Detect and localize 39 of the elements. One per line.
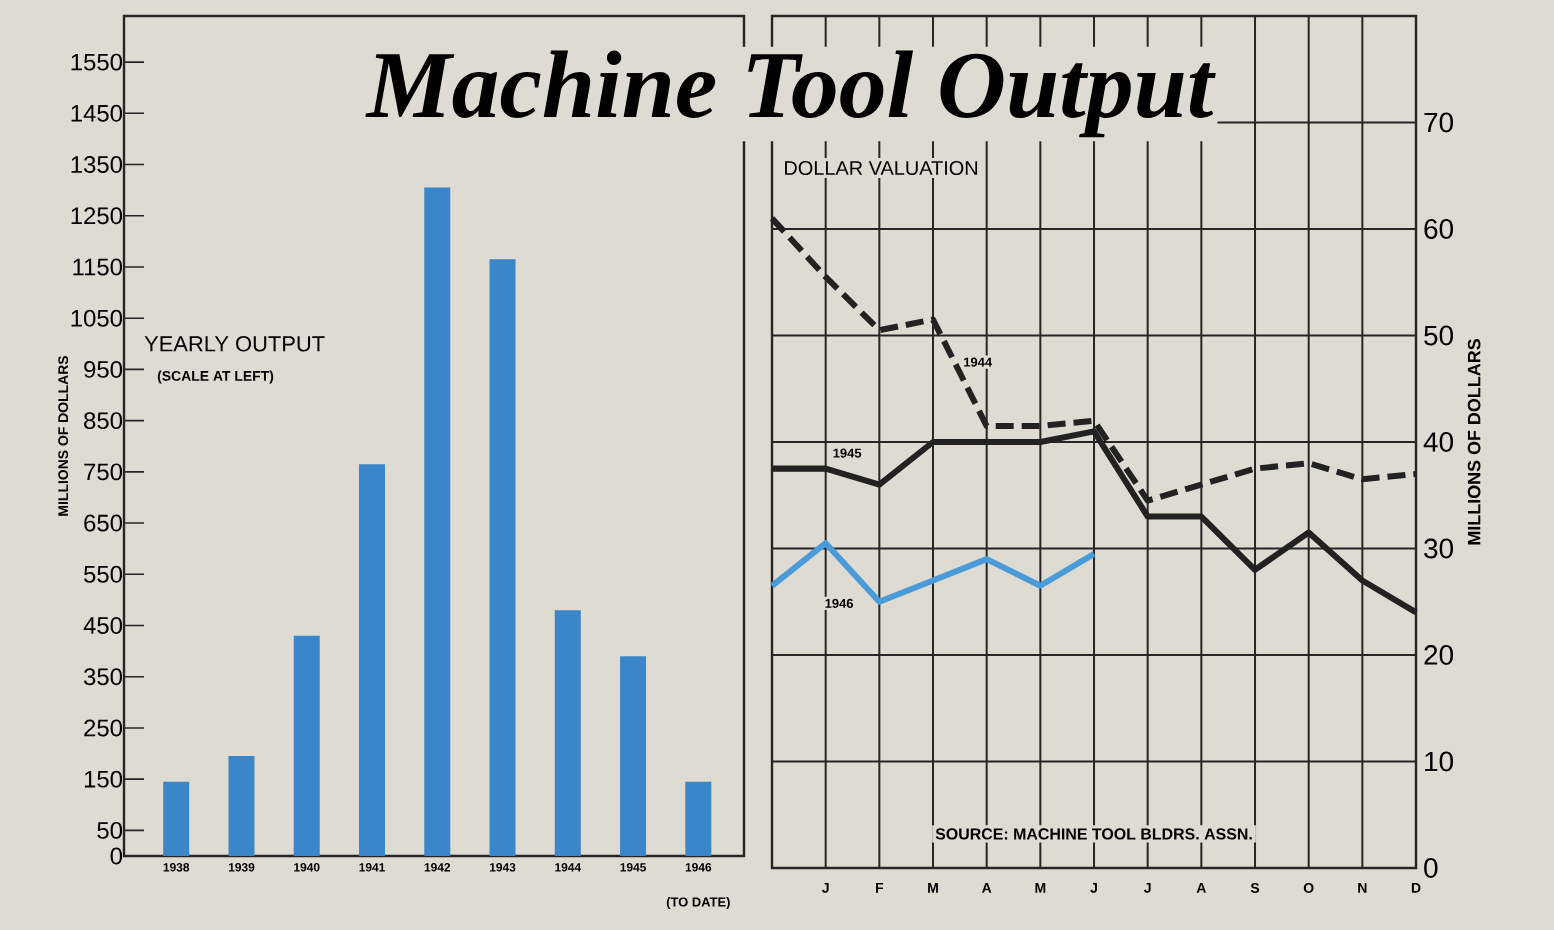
y-tick-label: 1050 xyxy=(71,309,123,327)
y-tick-label: 850 xyxy=(84,412,123,430)
y-tick-label: 950 xyxy=(84,360,123,378)
bar xyxy=(228,756,255,856)
y-tick-label: 1450 xyxy=(71,104,123,122)
bar xyxy=(554,610,581,856)
y-tick-label: 10 xyxy=(1425,751,1453,772)
y-tick-label: 0 xyxy=(1424,858,1438,878)
y-tick-label: 60 xyxy=(1424,219,1453,239)
y-tick-label: 30 xyxy=(1424,538,1453,559)
y-tick-label: 50 xyxy=(1424,325,1453,346)
bar xyxy=(424,187,451,856)
y-tick-label: 150 xyxy=(84,770,123,788)
y-tick-label: 650 xyxy=(84,514,123,532)
y-tick-label: 1150 xyxy=(73,258,123,276)
y-tick-label: 250 xyxy=(84,719,123,737)
y-tick-label: 70 xyxy=(1424,112,1453,133)
y-tick-label: 350 xyxy=(83,668,123,686)
chart-title: Machine Tool Output xyxy=(365,50,1216,138)
bar xyxy=(685,781,712,856)
bar xyxy=(293,635,320,856)
y-tick-label: 1250 xyxy=(71,207,123,225)
line-series xyxy=(769,540,1098,605)
y-axis-title: MILLIONS OF DOLLARS xyxy=(1467,339,1481,545)
y-tick-label: 1350 xyxy=(71,156,123,173)
y-tick-label: 450 xyxy=(83,617,123,634)
y-tick-label: 750 xyxy=(84,463,123,481)
y-tick-label: 550 xyxy=(84,565,123,583)
bar xyxy=(620,656,647,856)
y-tick-label: 1550 xyxy=(71,53,123,71)
text: DOLLAR VALUATION xyxy=(785,160,978,176)
annotation: YEARLY OUTPUT xyxy=(144,336,325,352)
y-tick-label: 20 xyxy=(1424,645,1453,665)
bar xyxy=(489,259,516,856)
bar xyxy=(163,781,190,856)
bar xyxy=(359,464,385,856)
y-tick-label: 50 xyxy=(97,821,123,839)
y-tick-label: 40 xyxy=(1423,432,1453,452)
y-tick-label: 0 xyxy=(110,847,123,865)
